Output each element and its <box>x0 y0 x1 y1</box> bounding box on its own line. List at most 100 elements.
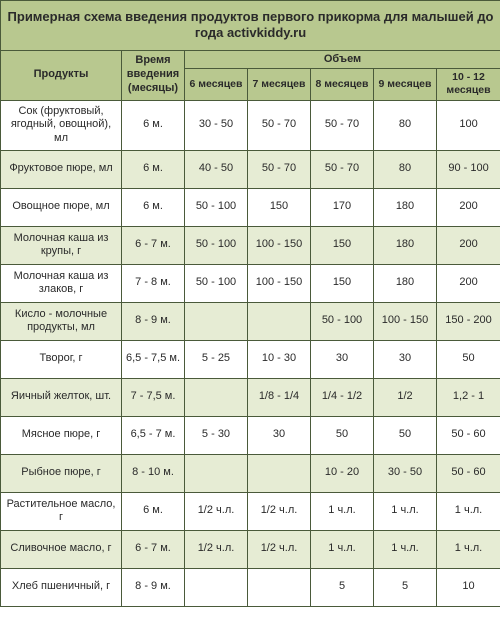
time-cell: 6 м. <box>122 100 185 150</box>
product-cell: Кисло - молочные продукты, мл <box>1 302 122 340</box>
table-row: Молочная каша из крупы, г6 - 7 м.50 - 10… <box>1 226 500 264</box>
value-cell: 1/2 ч.л. <box>185 530 248 568</box>
table-row: Яичный желток, шт.7 - 7,5 м.1/8 - 1/41/4… <box>1 378 500 416</box>
value-cell <box>185 378 248 416</box>
value-cell: 50 <box>311 416 374 454</box>
value-cell: 10 <box>437 568 500 606</box>
value-cell: 180 <box>374 188 437 226</box>
table-row: Сок (фруктовый, ягодный, овощной), мл6 м… <box>1 100 500 150</box>
value-cell: 1/4 - 1/2 <box>311 378 374 416</box>
value-cell: 1 ч.л. <box>437 530 500 568</box>
value-cell: 50 - 100 <box>185 226 248 264</box>
value-cell <box>248 454 311 492</box>
value-cell: 1/2 <box>374 378 437 416</box>
value-cell: 50 - 100 <box>185 188 248 226</box>
header-month-1: 7 месяцев <box>248 69 311 100</box>
value-cell: 50 - 70 <box>311 100 374 150</box>
product-cell: Творог, г <box>1 340 122 378</box>
value-cell: 5 <box>311 568 374 606</box>
value-cell: 1,2 - 1 <box>437 378 500 416</box>
value-cell: 40 - 50 <box>185 150 248 188</box>
value-cell: 10 - 20 <box>311 454 374 492</box>
product-cell: Молочная каша из крупы, г <box>1 226 122 264</box>
value-cell <box>248 302 311 340</box>
value-cell: 150 <box>311 264 374 302</box>
header-intro-time: Время введения (месяцы) <box>122 50 185 100</box>
value-cell: 170 <box>311 188 374 226</box>
time-cell: 8 - 9 м. <box>122 302 185 340</box>
value-cell: 1 ч.л. <box>311 530 374 568</box>
product-cell: Мясное пюре, г <box>1 416 122 454</box>
value-cell: 1 ч.л. <box>311 492 374 530</box>
value-cell: 50 - 100 <box>185 264 248 302</box>
value-cell: 90 - 100 <box>437 150 500 188</box>
table-row: Фруктовое пюре, мл6 м.40 - 5050 - 7050 -… <box>1 150 500 188</box>
product-cell: Яичный желток, шт. <box>1 378 122 416</box>
value-cell: 180 <box>374 264 437 302</box>
header-volume: Объем <box>185 50 500 69</box>
product-cell: Сок (фруктовый, ягодный, овощной), мл <box>1 100 122 150</box>
value-cell: 1/2 ч.л. <box>185 492 248 530</box>
table-title: Примерная схема введения продуктов перво… <box>1 1 500 51</box>
table-row: Растительное масло, г6 м.1/2 ч.л.1/2 ч.л… <box>1 492 500 530</box>
value-cell: 80 <box>374 150 437 188</box>
header-month-4: 10 - 12 месяцев <box>437 69 500 100</box>
value-cell: 80 <box>374 100 437 150</box>
product-cell: Рыбное пюре, г <box>1 454 122 492</box>
value-cell: 100 - 150 <box>374 302 437 340</box>
product-cell: Молочная каша из злаков, г <box>1 264 122 302</box>
table-row: Хлеб пшеничный, г8 - 9 м.5510 <box>1 568 500 606</box>
time-cell: 6 м. <box>122 188 185 226</box>
product-cell: Фруктовое пюре, мл <box>1 150 122 188</box>
value-cell: 150 - 200 <box>437 302 500 340</box>
value-cell <box>185 568 248 606</box>
table-row: Рыбное пюре, г8 - 10 м. 10 - 2030 - 5050 … <box>1 454 500 492</box>
value-cell: 50 - 60 <box>437 454 500 492</box>
value-cell: 5 - 30 <box>185 416 248 454</box>
value-cell: 30 - 50 <box>374 454 437 492</box>
value-cell: 50 - 70 <box>248 150 311 188</box>
value-cell: 50 - 100 <box>311 302 374 340</box>
value-cell: 30 <box>311 340 374 378</box>
header-month-0: 6 месяцев <box>185 69 248 100</box>
header-products: Продукты <box>1 50 122 100</box>
time-cell: 6 - 7 м. <box>122 226 185 264</box>
product-cell: Овощное пюре, мл <box>1 188 122 226</box>
value-cell: 5 <box>374 568 437 606</box>
table-body: Сок (фруктовый, ягодный, овощной), мл6 м… <box>1 100 500 606</box>
product-cell: Растительное масло, г <box>1 492 122 530</box>
value-cell <box>248 568 311 606</box>
time-cell: 6 м. <box>122 150 185 188</box>
time-cell: 6,5 - 7,5 м. <box>122 340 185 378</box>
value-cell: 1 ч.л. <box>374 492 437 530</box>
value-cell: 100 - 150 <box>248 264 311 302</box>
table-row: Кисло - молочные продукты, мл8 - 9 м. 50 … <box>1 302 500 340</box>
value-cell: 150 <box>311 226 374 264</box>
value-cell: 50 - 70 <box>248 100 311 150</box>
value-cell: 150 <box>248 188 311 226</box>
table-row: Овощное пюре, мл6 м.50 - 100150170180200 <box>1 188 500 226</box>
value-cell: 1 ч.л. <box>437 492 500 530</box>
time-cell: 6,5 - 7 м. <box>122 416 185 454</box>
value-cell: 1/8 - 1/4 <box>248 378 311 416</box>
product-cell: Хлеб пшеничный, г <box>1 568 122 606</box>
time-cell: 8 - 9 м. <box>122 568 185 606</box>
table-row: Сливочное масло, г6 - 7 м.1/2 ч.л.1/2 ч.… <box>1 530 500 568</box>
value-cell: 10 - 30 <box>248 340 311 378</box>
value-cell: 100 <box>437 100 500 150</box>
value-cell: 200 <box>437 188 500 226</box>
value-cell <box>185 302 248 340</box>
value-cell: 1 ч.л. <box>374 530 437 568</box>
value-cell: 100 - 150 <box>248 226 311 264</box>
value-cell: 50 <box>437 340 500 378</box>
time-cell: 8 - 10 м. <box>122 454 185 492</box>
table-header: Примерная схема введения продуктов перво… <box>1 1 500 101</box>
value-cell: 1/2 ч.л. <box>248 492 311 530</box>
time-cell: 6 м. <box>122 492 185 530</box>
feeding-schedule-table: Примерная схема введения продуктов перво… <box>0 0 500 607</box>
value-cell: 50 - 70 <box>311 150 374 188</box>
time-cell: 7 - 8 м. <box>122 264 185 302</box>
time-cell: 6 - 7 м. <box>122 530 185 568</box>
value-cell: 200 <box>437 226 500 264</box>
header-month-3: 9 месяцев <box>374 69 437 100</box>
